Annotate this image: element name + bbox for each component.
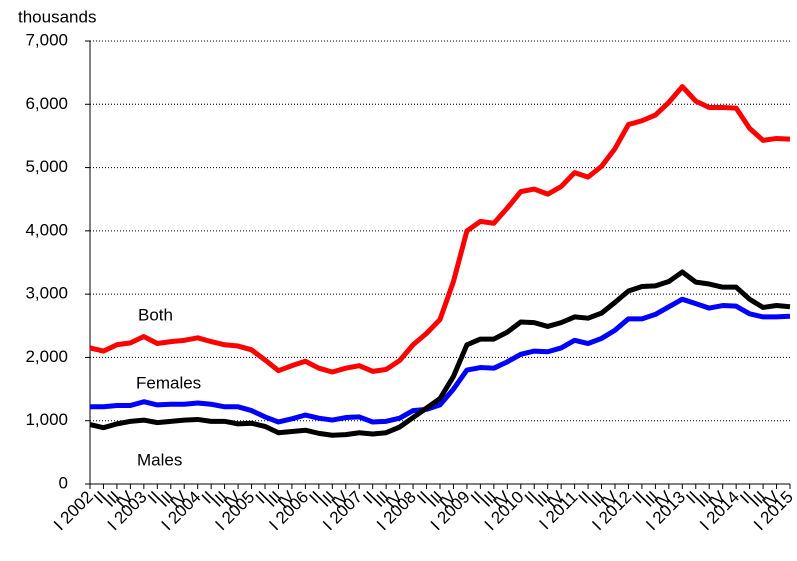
y-tick-label: 5,000 (25, 157, 68, 176)
y-tick-label: 6,000 (25, 94, 68, 113)
y-axis-label: thousands (18, 7, 96, 26)
series-label: Males (137, 450, 182, 469)
y-tick-label: 4,000 (25, 220, 68, 239)
series-line (89, 84, 791, 375)
series-label: Females (136, 373, 201, 392)
y-tick-label: 1,000 (25, 410, 68, 429)
y-tick-label: 7,000 (25, 30, 68, 49)
series-label: Both (138, 305, 173, 324)
series-line (89, 269, 791, 438)
y-tick-label: 3,000 (25, 284, 68, 303)
y-tick-label: 2,000 (25, 347, 68, 366)
series-line (90, 296, 791, 425)
y-tick-label: 0 (59, 473, 68, 492)
